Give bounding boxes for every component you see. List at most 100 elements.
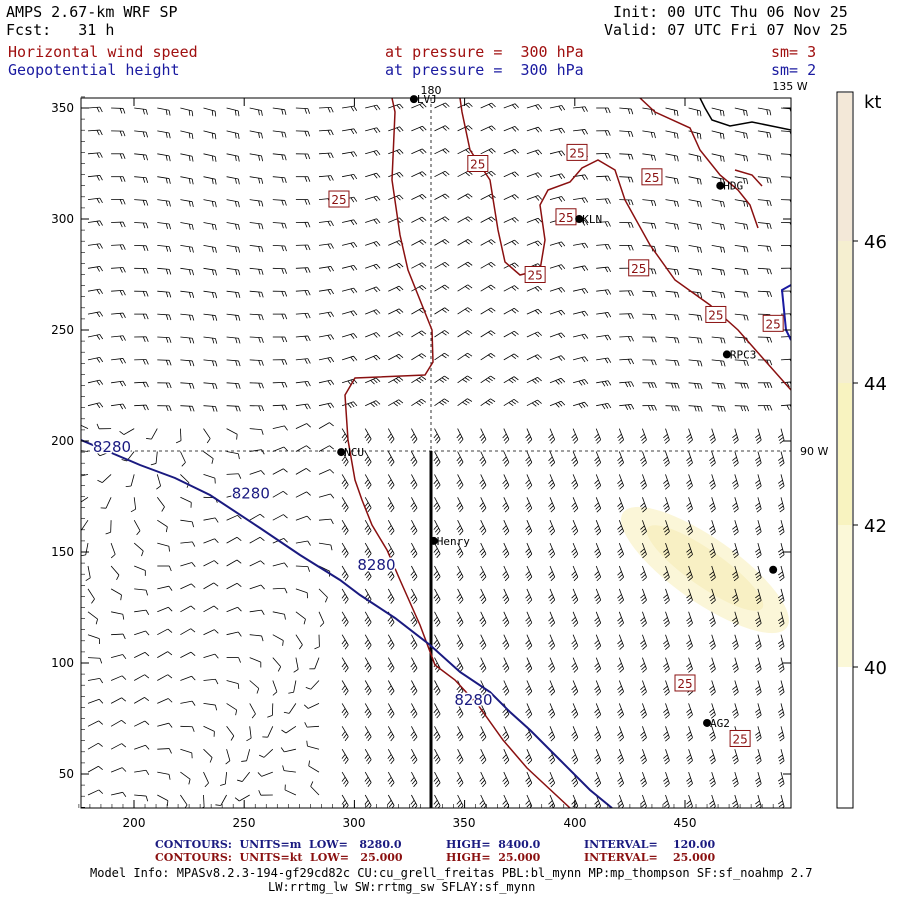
wind-barb xyxy=(663,634,670,650)
wind-contour-label: 25 xyxy=(766,317,781,331)
wind-barb xyxy=(549,355,566,361)
wind-barb xyxy=(548,771,556,788)
wind-barb xyxy=(711,267,726,276)
wind-barb xyxy=(365,172,381,179)
wind-barb xyxy=(157,674,173,681)
wind-barb xyxy=(640,634,647,650)
wind-barb xyxy=(640,749,647,765)
wind-barb xyxy=(226,473,242,479)
wind-barb xyxy=(502,451,510,467)
wind-barb xyxy=(249,513,265,521)
wind-barb xyxy=(365,286,381,293)
wind-barb xyxy=(226,130,240,139)
wind-barb xyxy=(157,336,172,343)
wind-barb xyxy=(388,308,404,315)
wind-barb xyxy=(548,542,556,559)
wind-barb xyxy=(688,222,702,230)
wind-barb xyxy=(619,176,634,183)
wind-barb xyxy=(110,767,127,773)
wind-barb xyxy=(134,130,148,138)
wind-barb xyxy=(87,789,104,796)
wind-barb xyxy=(526,126,543,133)
wind-barb xyxy=(526,285,543,292)
wind-barb xyxy=(234,794,250,802)
model-title: AMPS 2.67-km WRF SP xyxy=(6,3,178,21)
wind-barb xyxy=(175,428,182,444)
wind-barb xyxy=(341,634,349,650)
wind-barb xyxy=(272,381,288,388)
wind-barb xyxy=(87,106,103,113)
wind-barb xyxy=(479,565,487,582)
wind-barb xyxy=(203,474,216,484)
wind-barb xyxy=(456,726,464,742)
wind-contour-label: 25 xyxy=(644,171,659,185)
height-contour-label: 8280 xyxy=(357,556,395,574)
x-tick-300: 300 xyxy=(343,816,366,830)
station-marker xyxy=(575,215,584,223)
wind-barb xyxy=(596,266,611,273)
wind-barb xyxy=(549,127,566,134)
wind-barb xyxy=(755,520,762,536)
wind-barb xyxy=(220,772,227,786)
wind-barb xyxy=(757,267,772,275)
wind-barb xyxy=(457,330,473,338)
wind-barb xyxy=(757,107,772,116)
wind-barb xyxy=(479,634,487,650)
wind-barb xyxy=(456,749,464,765)
wind-barb xyxy=(594,428,602,444)
wind-barb xyxy=(272,657,282,672)
wind-barb xyxy=(410,451,418,467)
wind-barb xyxy=(156,474,161,490)
wind-barb xyxy=(203,678,219,685)
wind-barb xyxy=(573,288,589,294)
lon-label-180: 180 xyxy=(421,84,442,97)
wind-barb xyxy=(226,290,241,298)
wind-barb xyxy=(364,520,372,536)
wind-barb xyxy=(619,335,634,342)
wind-barb xyxy=(97,474,112,483)
wind-barb xyxy=(778,497,785,513)
wind-barb xyxy=(617,726,624,742)
wind-barb xyxy=(502,520,510,536)
height-contour-label: 8280 xyxy=(232,485,270,503)
wind-barb xyxy=(387,451,395,467)
wind-barb xyxy=(87,379,104,386)
y-tick-150: 150 xyxy=(51,545,74,559)
wind-barb xyxy=(433,726,441,742)
colorbar-label-44: 44 xyxy=(864,374,887,395)
wind-barb xyxy=(341,611,349,627)
wind-barb xyxy=(81,496,89,505)
wind-barb xyxy=(457,398,473,407)
wind-barb xyxy=(525,520,533,536)
wind-barb xyxy=(203,290,218,299)
wind-barb xyxy=(318,243,334,250)
wind-barb xyxy=(295,423,311,429)
wind-contour-25-north xyxy=(459,98,791,391)
wind-barb xyxy=(134,222,149,229)
wind-barb xyxy=(757,336,773,343)
wind-barb xyxy=(364,428,372,444)
wind-barb xyxy=(226,428,238,440)
wind-barb xyxy=(215,794,227,806)
wind-barb xyxy=(503,239,519,246)
wind-barb xyxy=(157,359,172,366)
wind-barb xyxy=(434,148,450,155)
wind-barb xyxy=(258,748,274,758)
wind-barb xyxy=(272,680,278,696)
wind-barb xyxy=(434,398,450,407)
wind-barb xyxy=(180,794,188,808)
wind-barb xyxy=(157,290,172,298)
wind-barb xyxy=(133,542,144,557)
wind-barb xyxy=(502,726,510,742)
wind-barb xyxy=(318,357,335,363)
wind-barb xyxy=(111,267,126,273)
wind-barb xyxy=(663,542,670,559)
wind-contour-label-box xyxy=(628,259,650,277)
wind-barb xyxy=(573,242,589,249)
wind-barb xyxy=(663,726,670,742)
wind-barb xyxy=(341,680,349,696)
wind-barb xyxy=(272,611,286,620)
wind-barb xyxy=(479,680,487,696)
wind-barb xyxy=(111,633,126,640)
wind-barb xyxy=(180,583,196,590)
